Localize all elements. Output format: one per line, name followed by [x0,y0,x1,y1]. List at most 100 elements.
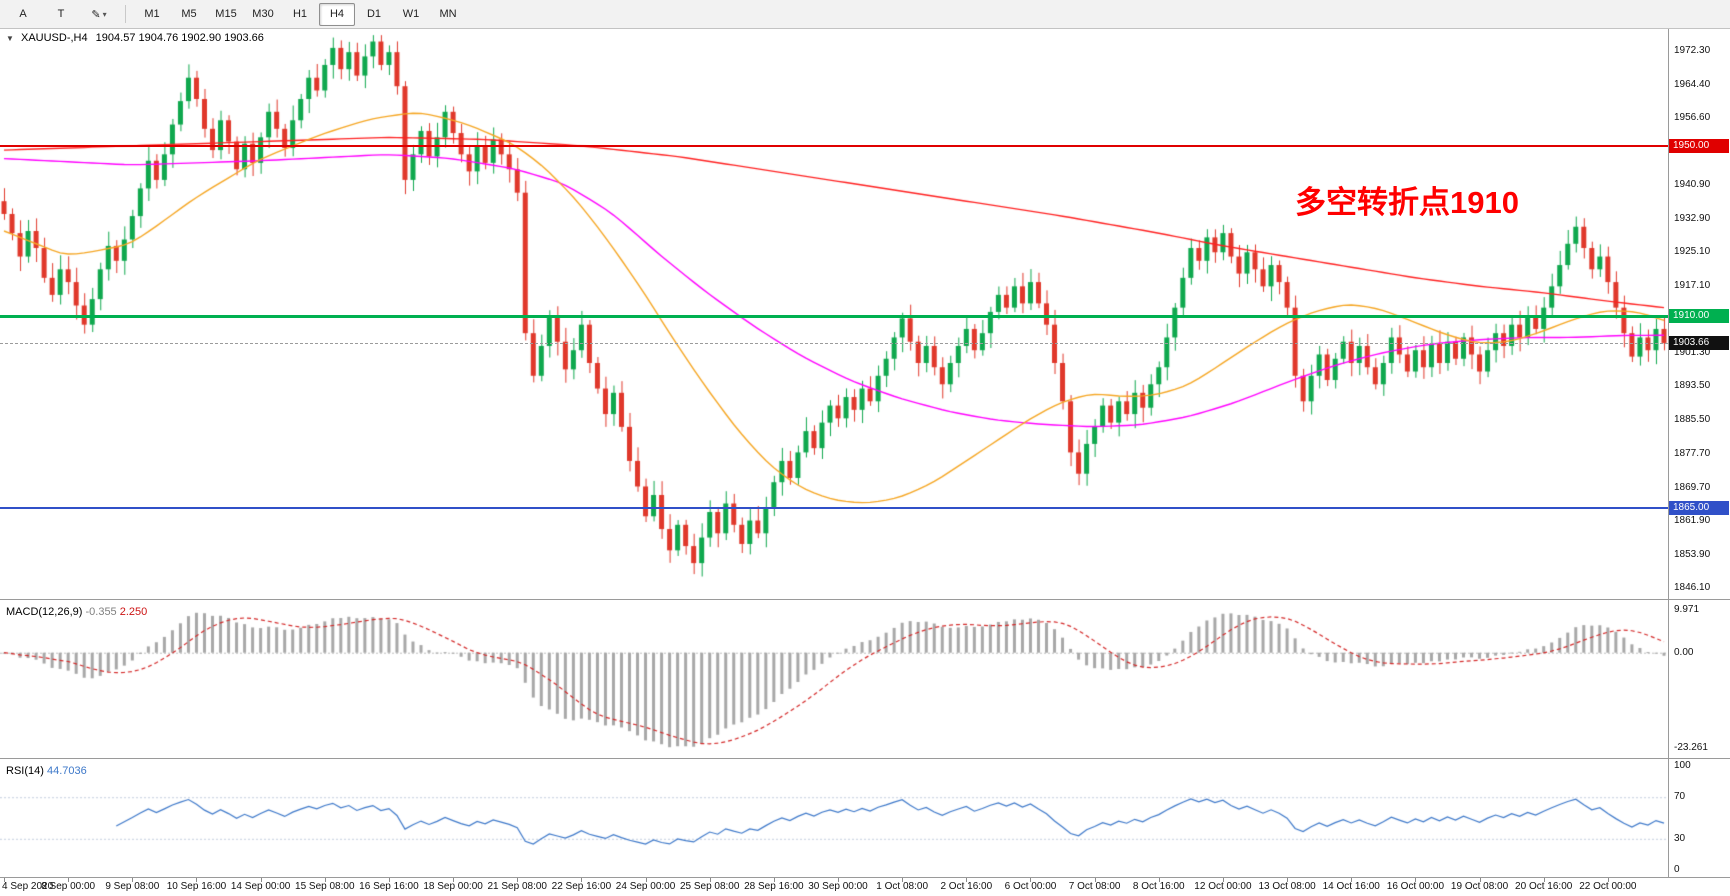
time-axis-tick [645,878,647,882]
timeframe-button-m15[interactable]: M15 [215,8,237,20]
time-axis-label: 21 Sep 08:00 [487,881,547,892]
time-axis-tick [1030,878,1032,882]
macd-axis-label: 0.00 [1674,646,1694,658]
collapse-triangle-icon[interactable]: ▼ [6,34,14,43]
price-axis-tick: 1964.40 [1674,78,1711,90]
timeframe-group: M1 M5 M15 M30 H1 H4 D1 W1 MN [134,2,466,26]
rsi-indicator-label: RSI(14) 44.7036 [6,765,87,777]
arrow-tool-button[interactable]: A [19,8,27,20]
time-axis-label: 25 Sep 08:00 [679,881,740,892]
price-axis-tick: 1877.70 [1674,447,1711,459]
horizontal-level-line-1910-00[interactable] [0,314,1668,318]
text-tool-button[interactable]: T [57,8,65,20]
price-axis-tick: 1956.60 [1674,111,1711,123]
price-axis-tick: 1846.10 [1674,582,1711,594]
time-axis-tick [1287,878,1289,882]
time-axis-label: 2 Oct 16:00 [940,881,993,892]
time-axis-label: 24 Sep 00:00 [615,881,676,892]
horizontal-level-line-1865-00[interactable] [0,506,1668,509]
time-axis-tick [324,878,326,882]
price-axis-tick: 1925.10 [1674,245,1711,257]
time-axis-tick [4,878,5,882]
time-axis-tick [773,878,775,882]
rsi-name: RSI(14) [6,765,44,777]
time-axis-label: 30 Sep 00:00 [808,881,868,892]
macd-main-value: -0.355 [85,606,117,618]
timeframe-button-m30[interactable]: M30 [252,8,274,20]
time-axis-tick [1351,878,1353,882]
current-price-tag: 1903.66 [1669,336,1729,351]
toolbar-separator [125,5,126,23]
price-axis-tick: 1940.90 [1674,178,1711,190]
price-axis-tick: 1869.70 [1674,481,1711,493]
price-tag-1865-00: 1865.00 [1669,500,1729,515]
horizontal-level-line-1950-00[interactable] [0,144,1668,147]
time-axis-label: 7 Oct 08:00 [1068,881,1121,892]
timeframe-button-d1[interactable]: D1 [366,8,382,20]
time-axis-label: 19 Oct 08:00 [1450,881,1509,892]
time-axis-label: 13 Oct 08:00 [1258,881,1316,892]
time-axis-tick [581,878,583,882]
chart-region: ▼ XAUUSD-,H4 1904.57 1904.76 1902.90 190… [0,29,1730,896]
time-axis-label: 15 Sep 08:00 [295,881,355,892]
pane-separator[interactable] [0,877,1730,878]
time-axis-tick [966,878,968,882]
price-tag-1950-00: 1950.00 [1669,138,1729,153]
time-axis-label: 28 Sep 16:00 [744,881,804,892]
time-axis-label: 14 Sep 00:00 [230,881,291,892]
toolbar: A T ✎ ▾ M1 M5 M15 M30 H1 H4 D1 W1 MN [0,0,1730,29]
current-price-line [0,343,1668,345]
macd-name: MACD(12,26,9) [6,606,83,618]
timeframe-button-h1[interactable]: H1 [292,8,308,20]
time-axis-label: 16 Oct 00:00 [1386,881,1445,892]
pane-separator[interactable] [0,599,1730,600]
time-axis-label: 12 Oct 00:00 [1194,881,1252,892]
price-axis-tick: 1972.30 [1674,44,1711,56]
price-axis-tick: 1917.10 [1674,279,1711,291]
time-axis-label: 10 Sep 16:00 [166,881,227,892]
timeframe-button-h4[interactable]: H4 [319,2,355,26]
macd-signal-value: 2.250 [119,606,148,618]
time-axis-tick [902,878,904,882]
timeframe-button-mn[interactable]: MN [439,8,457,20]
time-axis-tick [388,878,390,882]
price-axis-tick: 1901.30 [1674,347,1711,359]
time-axis-tick [1479,878,1481,882]
time-axis-tick [1543,878,1545,882]
time-axis-label: 4 Sep 2020 [2,881,54,892]
timeframe-button-w1[interactable]: W1 [402,8,420,20]
price-chart-canvas[interactable] [0,29,1730,896]
macd-indicator-label: MACD(12,26,9) -0.355 2.250 [6,606,147,618]
macd-axis-label: -23.261 [1674,742,1708,753]
time-axis-tick [1094,878,1096,882]
timeframe-button-m5[interactable]: M5 [181,8,197,20]
time-axis-label: 18 Sep 00:00 [423,881,483,892]
time-axis-label: 1 Oct 08:00 [876,881,929,892]
time-axis-label: 22 Sep 16:00 [551,881,612,892]
timeframe-button-m1[interactable]: M1 [144,8,160,20]
time-axis-tick [453,878,455,882]
time-axis-tick [1415,878,1417,882]
rsi-axis-label: 100 [1674,760,1691,771]
time-axis-label: 16 Sep 16:00 [359,881,419,892]
time-axis-label: 8 Oct 16:00 [1132,881,1185,892]
price-tag-1910-00: 1910.00 [1669,309,1729,324]
time-axis-tick [709,878,711,882]
time-axis-tick [68,878,70,882]
chevron-down-icon: ▾ [102,9,107,19]
time-axis-tick [196,878,198,882]
time-axis-tick [517,878,519,882]
time-axis-tick [260,878,262,882]
annotation-text: 多空转折点1910 [1295,185,1519,220]
rsi-axis-label: 0 [1674,864,1680,875]
price-axis-line [1668,29,1669,878]
rsi-axis-label: 30 [1674,832,1686,844]
price-axis-tick: 1861.90 [1674,514,1711,526]
time-axis-tick [132,878,134,882]
draw-tool-button[interactable]: ✎ ▾ [91,8,107,21]
rsi-axis-label: 70 [1674,791,1686,803]
time-axis-label: 8 Sep 00:00 [41,881,96,892]
pane-separator[interactable] [0,758,1730,759]
price-axis-tick: 1932.90 [1674,212,1711,224]
time-axis-tick [1222,878,1224,882]
